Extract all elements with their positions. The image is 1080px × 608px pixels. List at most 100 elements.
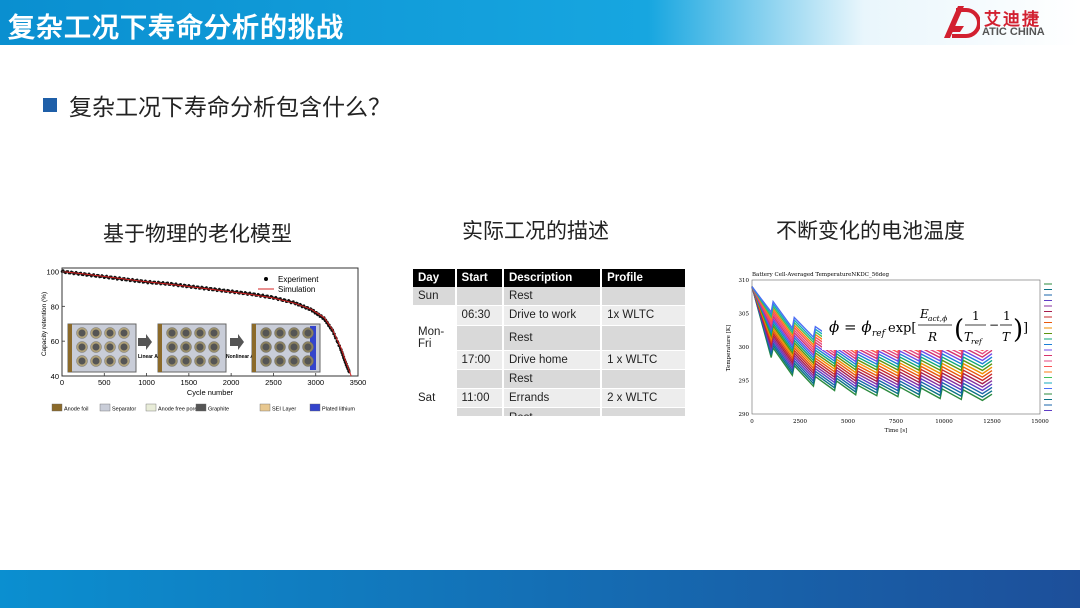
bottom-legend-label: SEI Layer	[272, 407, 296, 413]
svg-text:act,ϕ: act,ϕ	[928, 314, 947, 323]
legend-simulation: Simulation	[278, 285, 315, 294]
graphite-core	[304, 329, 312, 337]
svg-text:ref: ref	[872, 329, 887, 339]
cell-day: Sun	[413, 287, 457, 307]
bottom-legend-label: Anode foil	[64, 407, 88, 413]
temp-chart-title: Battery Cell-Averaged TemperatureNKDC_56…	[752, 272, 889, 278]
graphite-core	[182, 329, 190, 337]
graphite-core	[196, 329, 204, 337]
legend-experiment-marker	[264, 277, 268, 281]
cell-description: Rest	[502, 287, 603, 307]
graphite-core	[262, 329, 270, 337]
arrhenius-formula: ϕ = ϕ ref exp[ E act,ϕ R ( 1 T ref − 1 T…	[822, 298, 1028, 350]
bullet-square-icon	[43, 98, 57, 112]
aging-chart-svg: Linear Aging Nonlinear Aging Experiment …	[41, 267, 366, 413]
temp-x-tick-label: 7500	[889, 419, 903, 425]
cell-profile: 1x WLTC	[601, 305, 687, 326]
temp-x-tick-label: 5000	[841, 419, 855, 425]
graphite-core	[290, 343, 298, 351]
table-row: Sat 11:00 Errands 2 x WLTC	[413, 388, 687, 409]
temp-y-tick-label: 290	[739, 412, 750, 418]
graphite-core	[92, 357, 100, 365]
graphite-core	[120, 357, 128, 365]
table-row: 17:00 Drive home 1 x WLTC	[413, 350, 687, 370]
cell-day: Mon-Fri	[413, 325, 457, 351]
schedule-table: Day Start Description Profile Sun Rest 0…	[413, 269, 687, 416]
cell-start	[455, 369, 504, 390]
graphite-core	[78, 357, 86, 365]
graphite-core	[92, 329, 100, 337]
graphite-core	[290, 329, 298, 337]
logo-text-cn: 艾迪捷	[984, 10, 1041, 30]
cell-profile	[601, 287, 687, 307]
cell-day: Sat	[413, 388, 457, 409]
stage-label-linear: Linear Aging	[138, 354, 168, 360]
stage-label-nonlinear: Nonlinear Aging	[226, 354, 264, 360]
y-tick-label: 80	[51, 302, 59, 311]
table-header-row: Day Start Description Profile	[413, 269, 687, 287]
header-bar: 复杂工况下寿命分析的挑战	[0, 0, 1080, 45]
cell-diagram-1	[67, 323, 137, 373]
table-row: 06:30 Drive to work 1x WLTC	[413, 305, 687, 326]
svg-text:1: 1	[1003, 309, 1011, 323]
temp-y-axis-label: Temperature [K]	[726, 325, 732, 371]
header-description: Description	[502, 269, 603, 287]
temp-x-tick-label: 12500	[983, 419, 1001, 425]
graphite-core	[120, 329, 128, 337]
svg-text:R: R	[927, 330, 937, 344]
svg-text:ϕ = ϕ: ϕ = ϕ	[829, 318, 872, 336]
y-tick-label: 40	[51, 372, 59, 381]
graphite-core	[168, 357, 176, 365]
graphite-core	[290, 357, 298, 365]
y-tick-label: 100	[46, 267, 59, 276]
graphite-core	[182, 343, 190, 351]
graphite-core	[106, 343, 114, 351]
cell-profile: 2 x WLTC	[601, 388, 687, 409]
schedule-table-wrap: Day Start Description Profile Sun Rest 0…	[413, 269, 687, 416]
cell-day	[413, 305, 457, 326]
section-title-driving-cycle: 实际工况的描述	[462, 219, 609, 243]
svg-text:1: 1	[972, 309, 980, 323]
legend-swatch	[309, 403, 321, 412]
bottom-legend-label: Separator	[112, 407, 136, 413]
y-tick-label: 60	[51, 337, 59, 346]
cell-profile: 1 x WLTC	[601, 350, 687, 370]
cell-description: Rest	[502, 407, 603, 416]
graphite-core	[210, 357, 218, 365]
graphite-core	[262, 343, 270, 351]
temp-y-tick-label: 295	[739, 379, 750, 385]
cell-start: 17:00	[455, 350, 504, 370]
graphite-core	[168, 343, 176, 351]
cell-profile	[601, 325, 687, 351]
table-row: Rest	[413, 407, 687, 416]
cell-description: Drive to work	[502, 305, 603, 326]
graphite-core	[276, 343, 284, 351]
svg-text:ref: ref	[971, 337, 983, 346]
x-tick-label: 2000	[223, 378, 240, 387]
bullet-item: 复杂工况下寿命分析包含什么？	[43, 88, 391, 122]
cell-profile	[601, 407, 687, 416]
temperature-chart: Battery Cell-Averaged TemperatureNKDC_56…	[722, 268, 1060, 436]
y-axis-label: Capacity retention (%)	[41, 292, 48, 356]
page-title: 复杂工况下寿命分析的挑战	[8, 13, 344, 44]
graphite-core	[210, 329, 218, 337]
temp-y-tick-label: 310	[739, 278, 750, 284]
graphite-core	[120, 343, 128, 351]
graphite-core	[276, 357, 284, 365]
x-tick-label: 0	[60, 378, 64, 387]
svg-text:(: (	[954, 315, 964, 345]
cell-diagram-2	[157, 323, 227, 373]
cell-start	[455, 287, 504, 307]
bottom-legend-label: Anode free pores	[158, 407, 200, 413]
cell-description: Errands	[502, 388, 603, 409]
svg-text:): )	[1013, 315, 1023, 345]
legend-swatch	[99, 403, 111, 412]
svg-text:exp[: exp[	[888, 321, 916, 336]
graphite-core	[304, 357, 312, 365]
legend-swatch	[145, 403, 157, 412]
x-tick-label: 1000	[138, 378, 155, 387]
bottom-legend-label: Plated lithium	[322, 407, 355, 413]
graphite-core	[262, 357, 270, 365]
legend-swatch	[51, 403, 63, 412]
graphite-core	[210, 343, 218, 351]
